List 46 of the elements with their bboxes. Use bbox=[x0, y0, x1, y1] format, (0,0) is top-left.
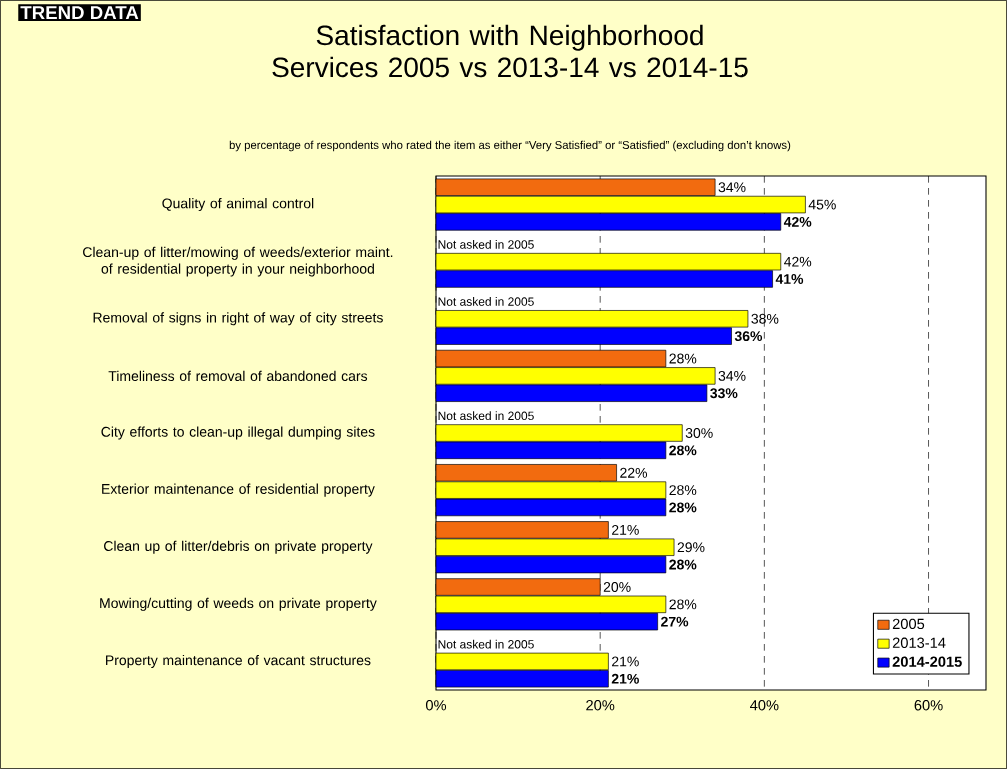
x-tick-label: 40% bbox=[750, 700, 779, 711]
y-tick-label: Mowing/cutting of weeds on private property bbox=[100, 597, 377, 611]
data-label: 21% bbox=[612, 656, 639, 667]
y-tick-label: Quality of animal control bbox=[162, 198, 314, 212]
y-tick-label: Exterior maintenance of residential property bbox=[102, 483, 375, 497]
data-label: 28% bbox=[669, 559, 697, 570]
data-label: 20% bbox=[603, 582, 631, 592]
text: Not asked in 2005 bbox=[438, 239, 534, 249]
x-tick-label: 60% bbox=[914, 700, 943, 711]
data-label: 45% bbox=[808, 199, 836, 210]
data-label: 21% bbox=[612, 524, 639, 535]
data-label: 21% bbox=[611, 673, 639, 684]
data-label: 38% bbox=[751, 313, 779, 324]
text: Not asked in 2005 bbox=[438, 639, 534, 649]
legend-label: 2013-14 bbox=[892, 637, 946, 648]
y-tick-label: Timeliness of removal of abandoned cars bbox=[108, 370, 368, 382]
chart-title: Satisfaction with Neighborhood Services 2005 vs 2013-14 vs 2014-15 bbox=[272, 24, 748, 78]
text: Not asked in 2005 bbox=[438, 297, 534, 306]
data-label: 36% bbox=[734, 331, 763, 342]
data-label: 42% bbox=[783, 216, 812, 227]
text: Not asked in 2005 bbox=[438, 411, 534, 421]
y-tick-label: Removal of signs in right of way of city streets bbox=[93, 312, 383, 326]
text: TREND DATA bbox=[20, 6, 139, 20]
data-label: 28% bbox=[669, 502, 697, 513]
chart-subtitle: by percentage of respondents who rated the item as either “Very Satisfied” or “Satisfied” (excluding don’t knows) bbox=[229, 140, 791, 152]
y-tick-label: Clean up of litter/debris on private property bbox=[104, 540, 373, 554]
x-tick-label: 20% bbox=[586, 700, 615, 711]
legend-label: 2014-2015 bbox=[892, 656, 962, 667]
data-label: 22% bbox=[620, 467, 648, 478]
data-label: 34% bbox=[718, 182, 746, 193]
data-label: 34% bbox=[718, 370, 746, 381]
data-label: 29% bbox=[677, 542, 705, 553]
data-label: 28% bbox=[669, 353, 697, 364]
data-label: 30% bbox=[685, 428, 713, 438]
y-tick-label: Clean-up of litter/mowing of weeds/exterior maint. of residential property in your neighborhood bbox=[83, 246, 393, 277]
y-tick-label: Property maintenance of vacant structures bbox=[106, 654, 371, 668]
data-label: 42% bbox=[784, 256, 812, 267]
x-tick-label: 0% bbox=[425, 700, 447, 711]
data-label: 41% bbox=[775, 274, 804, 284]
data-label: 33% bbox=[710, 388, 738, 399]
data-label: 27% bbox=[661, 616, 689, 627]
data-label: 28% bbox=[669, 485, 697, 496]
data-label: 28% bbox=[669, 599, 697, 610]
legend-label: 2005 bbox=[892, 618, 925, 630]
y-tick-label: City efforts to clean-up illegal dumping sites bbox=[101, 426, 375, 440]
data-label: 28% bbox=[669, 445, 697, 456]
